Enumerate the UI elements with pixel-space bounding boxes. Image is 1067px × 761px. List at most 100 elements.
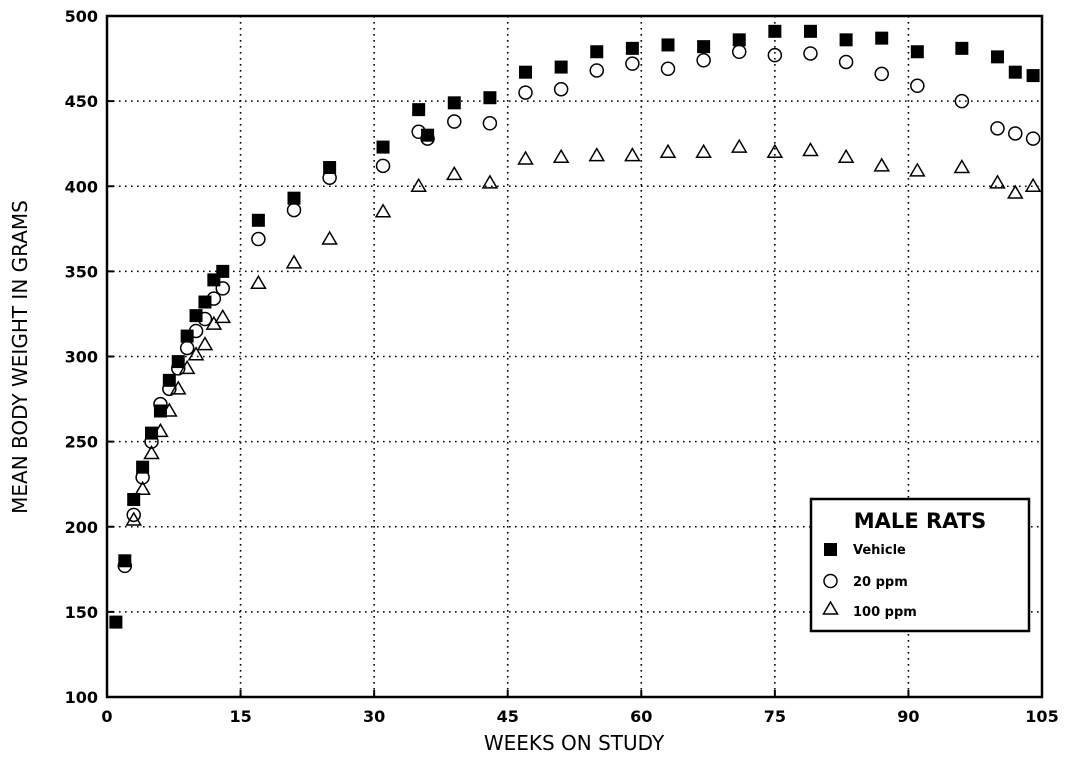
data-point-100ppm — [624, 147, 641, 162]
data-point-100ppm — [730, 138, 748, 153]
data-point-20ppm — [838, 54, 854, 70]
data-point-100ppm — [169, 380, 187, 395]
legend: MALE RATS Vehicle 20 ppm 100 ppm — [809, 497, 1031, 633]
data-point-100ppm — [285, 254, 303, 269]
data-point-vehicle — [590, 45, 604, 59]
y-tick-label: 350 — [65, 262, 98, 281]
data-point-20ppm — [731, 44, 747, 60]
data-point-vehicle — [661, 38, 675, 52]
y-tick-label: 100 — [65, 688, 98, 707]
data-point-vehicle — [839, 33, 853, 47]
data-point-100ppm — [187, 346, 205, 361]
data-point-100ppm — [695, 143, 712, 158]
y-tick-label: 200 — [65, 518, 98, 537]
data-point-100ppm — [552, 148, 570, 164]
data-point-100ppm — [321, 230, 338, 245]
data-point-100ppm — [659, 143, 677, 158]
data-point-vehicle — [625, 41, 639, 55]
y-tick-label: 500 — [65, 7, 98, 26]
legend-label-100ppm: 100 ppm — [853, 605, 917, 620]
data-point-vehicle — [519, 65, 533, 79]
data-point-vehicle — [697, 40, 711, 54]
data-point-20ppm — [1008, 126, 1023, 141]
legend-box — [809, 497, 1031, 633]
data-point-20ppm — [910, 78, 925, 94]
data-point-vehicle — [109, 615, 123, 629]
data-point-20ppm — [660, 61, 676, 77]
data-point-20ppm — [126, 507, 141, 523]
data-point-100ppm — [989, 174, 1006, 189]
data-point-20ppm — [322, 170, 337, 185]
data-point-vehicle — [990, 50, 1004, 64]
data-point-100ppm — [481, 174, 499, 189]
data-point-20ppm — [954, 93, 970, 109]
data-point-vehicle — [554, 60, 568, 74]
y-tick-label: 450 — [65, 92, 98, 111]
data-point-20ppm — [589, 63, 605, 78]
data-point-20ppm — [117, 558, 133, 574]
data-point-vehicle — [376, 140, 390, 154]
data-point-20ppm — [375, 158, 391, 174]
data-point-vehicle — [189, 309, 203, 323]
x-tick-label: 45 — [497, 707, 519, 726]
data-point-vehicle — [910, 45, 924, 59]
data-point-20ppm — [197, 311, 213, 327]
data-point-100ppm — [1024, 177, 1042, 192]
data-point-vehicle — [118, 554, 132, 568]
axis-ticks: 0 15 30 45 60 75 90 105 100 150 200 250 300 350 400 450… — [65, 7, 1059, 726]
data-point-vehicle — [412, 103, 426, 117]
data-point-100ppm — [374, 203, 392, 218]
x-tick-label: 90 — [897, 707, 919, 726]
data-point-20ppm — [482, 116, 498, 131]
data-point-20ppm — [286, 202, 302, 218]
series-filled-square — [109, 24, 1040, 629]
data-point-20ppm — [251, 231, 266, 247]
data-point-20ppm — [188, 323, 204, 339]
data-point-100ppm — [802, 142, 819, 157]
data-point-vehicle — [955, 41, 969, 55]
y-tick-label: 400 — [65, 177, 98, 196]
x-tick-label: 30 — [363, 707, 385, 726]
y-tick-label: 250 — [65, 433, 98, 452]
data-point-vehicle — [127, 493, 141, 507]
x-tick-label: 0 — [101, 707, 112, 726]
legend-swatch-100ppm — [822, 600, 839, 615]
data-point-vehicle — [198, 295, 212, 309]
data-point-100ppm — [134, 480, 151, 496]
data-point-20ppm — [170, 361, 186, 376]
y-axis-title: MEAN BODY WEIGHT IN GRAMS — [8, 200, 32, 514]
data-marks — [109, 24, 1042, 629]
data-point-vehicle — [287, 191, 301, 205]
data-point-100ppm — [1006, 184, 1024, 199]
data-point-20ppm — [447, 114, 462, 129]
data-point-20ppm — [153, 396, 168, 412]
data-point-vehicle — [136, 460, 150, 474]
legend-label-20ppm: 20 ppm — [853, 575, 908, 590]
data-point-vehicle — [251, 213, 265, 227]
data-point-100ppm — [837, 148, 855, 164]
data-point-vehicle — [1008, 65, 1022, 79]
x-tick-label: 15 — [229, 707, 251, 726]
data-point-100ppm — [196, 336, 214, 351]
data-point-100ppm — [205, 315, 223, 330]
data-point-100ppm — [410, 177, 427, 192]
data-point-vehicle — [483, 91, 497, 105]
x-axis-title: WEEKS ON STUDY — [484, 731, 665, 755]
x-tick-label: 60 — [630, 707, 652, 726]
data-point-100ppm — [766, 143, 784, 158]
x-tick-label: 75 — [764, 707, 786, 726]
data-point-20ppm — [215, 281, 231, 296]
legend-title: MALE RATS — [854, 509, 986, 533]
data-point-100ppm — [125, 511, 143, 526]
data-point-100ppm — [161, 402, 178, 417]
y-tick-label: 300 — [65, 348, 98, 367]
data-point-100ppm — [909, 162, 926, 177]
data-point-20ppm — [803, 46, 818, 61]
data-point-vehicle — [803, 24, 817, 38]
series-open-triangle — [125, 138, 1042, 526]
data-point-20ppm — [144, 434, 159, 449]
data-point-20ppm — [625, 56, 640, 71]
data-point-100ppm — [250, 274, 267, 290]
legend-swatch-vehicle — [824, 543, 837, 556]
